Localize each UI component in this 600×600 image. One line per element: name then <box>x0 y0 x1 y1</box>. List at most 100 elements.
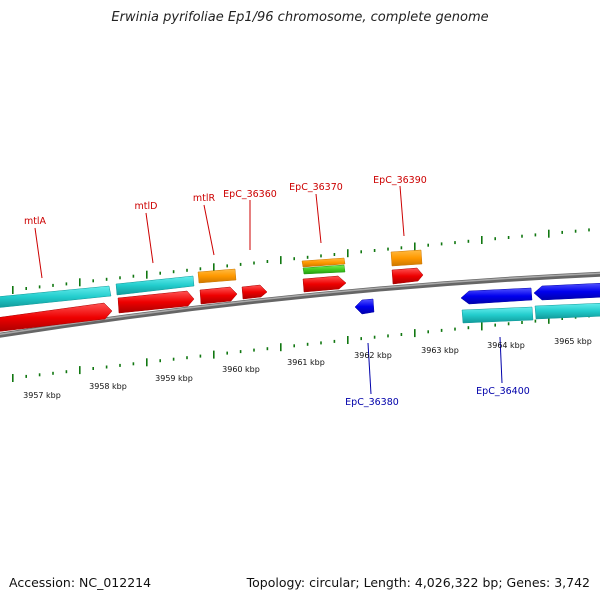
ruler-tick-bottom <box>400 333 403 336</box>
gene-feature-mtlr[interactable] <box>197 268 237 284</box>
ruler-tick-top <box>213 263 215 272</box>
ruler-label: 3957 kbp <box>23 391 61 400</box>
label-mtla[interactable]: mtlA <box>24 216 47 279</box>
gene-feature-epc36370-mid[interactable] <box>302 264 346 275</box>
cds-feature-mtla[interactable] <box>0 302 113 332</box>
ruler-tick-top <box>588 228 590 232</box>
cds-feature-epc36390[interactable] <box>391 267 424 285</box>
ruler-tick-bottom <box>521 321 523 324</box>
ruler-tick-top <box>172 270 175 274</box>
label-epc36370[interactable]: EpC_36370 <box>289 182 343 244</box>
ruler-tick-top <box>12 286 14 294</box>
cds-feature-epc36370[interactable] <box>302 275 347 293</box>
ruler-labels: 3957 kbp 3958 kbp 3959 kbp 3960 kbp 3961 kbp… <box>23 337 592 400</box>
ruler-tick-bottom <box>454 327 456 331</box>
cds-feature-mtlr[interactable] <box>199 286 238 305</box>
ruler-tick-top <box>440 242 443 246</box>
ruler-tick-top <box>347 249 349 258</box>
ruler-tick-top <box>253 261 255 265</box>
ruler-tick-top <box>387 247 389 251</box>
ruler-tick-bottom <box>481 322 483 331</box>
ruler-tick-top <box>293 257 295 261</box>
cds-feature-epc36400-b[interactable] <box>533 282 600 301</box>
ruler-label: 3964 kbp <box>487 341 525 350</box>
gene-feature-mtla[interactable] <box>0 285 112 308</box>
ruler-label: 3961 kbp <box>287 358 325 367</box>
gene-feature-epc36370-upper[interactable] <box>301 257 346 268</box>
chromosome-backbone <box>0 271 600 338</box>
svg-text:mtlA: mtlA <box>24 216 47 227</box>
ruler-tick-bottom <box>226 351 228 355</box>
ruler-tick-bottom <box>12 374 14 382</box>
ruler-tick-bottom <box>38 373 41 377</box>
gene-feature-epc36400-b[interactable] <box>534 302 600 320</box>
gene-feature-mtld[interactable] <box>115 275 195 296</box>
label-epc36390[interactable]: EpC_36390 <box>373 175 427 237</box>
ruler-tick-bottom <box>92 367 94 370</box>
ruler-tick-top <box>92 279 94 283</box>
ruler-tick-top <box>320 254 322 258</box>
genome-summary-text: Topology: circular; Length: 4,026,322 bp… <box>246 575 590 590</box>
cds-feature-epc36360[interactable] <box>241 284 268 300</box>
ruler-tick-top <box>38 285 41 289</box>
svg-text:EpC_36370: EpC_36370 <box>289 182 343 193</box>
ruler-tick-bottom <box>373 335 376 339</box>
gene-feature-epc36400-a[interactable] <box>461 306 534 324</box>
ruler-label: 3962 kbp <box>354 351 392 360</box>
cds-feature-epc36380[interactable] <box>354 298 375 315</box>
label-mtlr[interactable]: mtlR <box>193 193 216 256</box>
cds-feature-mtld[interactable] <box>117 290 195 314</box>
ruler-tick-top <box>481 236 483 244</box>
ruler-tick-top <box>360 250 362 254</box>
ruler-tick-bottom <box>306 342 309 346</box>
ruler-tick-top <box>521 234 523 238</box>
ruler-tick-top <box>226 264 228 268</box>
ruler-tick-top <box>333 253 336 256</box>
ruler-tick-bottom <box>25 374 27 378</box>
ruler-tick-bottom <box>253 348 255 352</box>
ruler-tick-bottom <box>333 339 336 343</box>
ruler-tick-bottom <box>427 330 429 334</box>
ruler-tick-top <box>186 268 188 272</box>
ruler-tick-top <box>132 274 135 278</box>
ruler-tick-bottom <box>213 350 215 359</box>
ruler-tick-bottom <box>387 334 389 338</box>
svg-text:mtlR: mtlR <box>193 193 216 204</box>
ruler-label: 3963 kbp <box>421 346 459 355</box>
gene-feature-epc36390[interactable] <box>390 249 423 267</box>
svg-text:EpC_36360: EpC_36360 <box>223 189 277 200</box>
svg-text:EpC_36380: EpC_36380 <box>345 397 399 408</box>
svg-text:EpC_36390: EpC_36390 <box>373 175 427 186</box>
label-epc36360[interactable]: EpC_36360 <box>223 189 277 250</box>
page-title: Erwinia pyrifoliae Ep1/96 chromosome, co… <box>111 10 489 25</box>
ruler-tick-top <box>467 239 470 243</box>
ruler-tick-bottom <box>293 344 295 348</box>
ruler-tick-bottom <box>105 365 108 369</box>
ruler-tick-top <box>105 277 108 281</box>
cds-feature-epc36400-a[interactable] <box>460 287 533 305</box>
ruler-label: 3960 kbp <box>222 365 260 374</box>
ruler-tick-top <box>25 287 27 290</box>
ruler-tick-bottom <box>440 328 443 332</box>
ruler-tick-bottom <box>159 359 161 363</box>
ruler-tick-top <box>199 267 202 271</box>
ruler-tick-bottom <box>266 347 269 351</box>
ruler-tick-bottom <box>360 337 362 341</box>
label-epc36380[interactable]: EpC_36380 <box>345 342 399 408</box>
ruler-tick-top <box>561 230 563 234</box>
ruler-tick-top <box>534 233 537 237</box>
ruler-tick-top <box>79 278 81 287</box>
label-mtld[interactable]: mtlD <box>135 201 158 264</box>
ruler-tick-bottom <box>414 329 416 338</box>
label-epc36400[interactable]: EpC_36400 <box>476 336 530 397</box>
ruler-tick-bottom <box>119 363 121 367</box>
ruler-ticks-top <box>12 228 590 294</box>
ruler-tick-bottom <box>172 357 175 361</box>
ruler-tick-top <box>548 229 550 238</box>
ruler-tick-bottom <box>199 354 202 358</box>
svg-text:EpC_36400: EpC_36400 <box>476 386 530 397</box>
ruler-tick-top <box>454 241 456 245</box>
svg-text:mtlD: mtlD <box>135 201 158 212</box>
